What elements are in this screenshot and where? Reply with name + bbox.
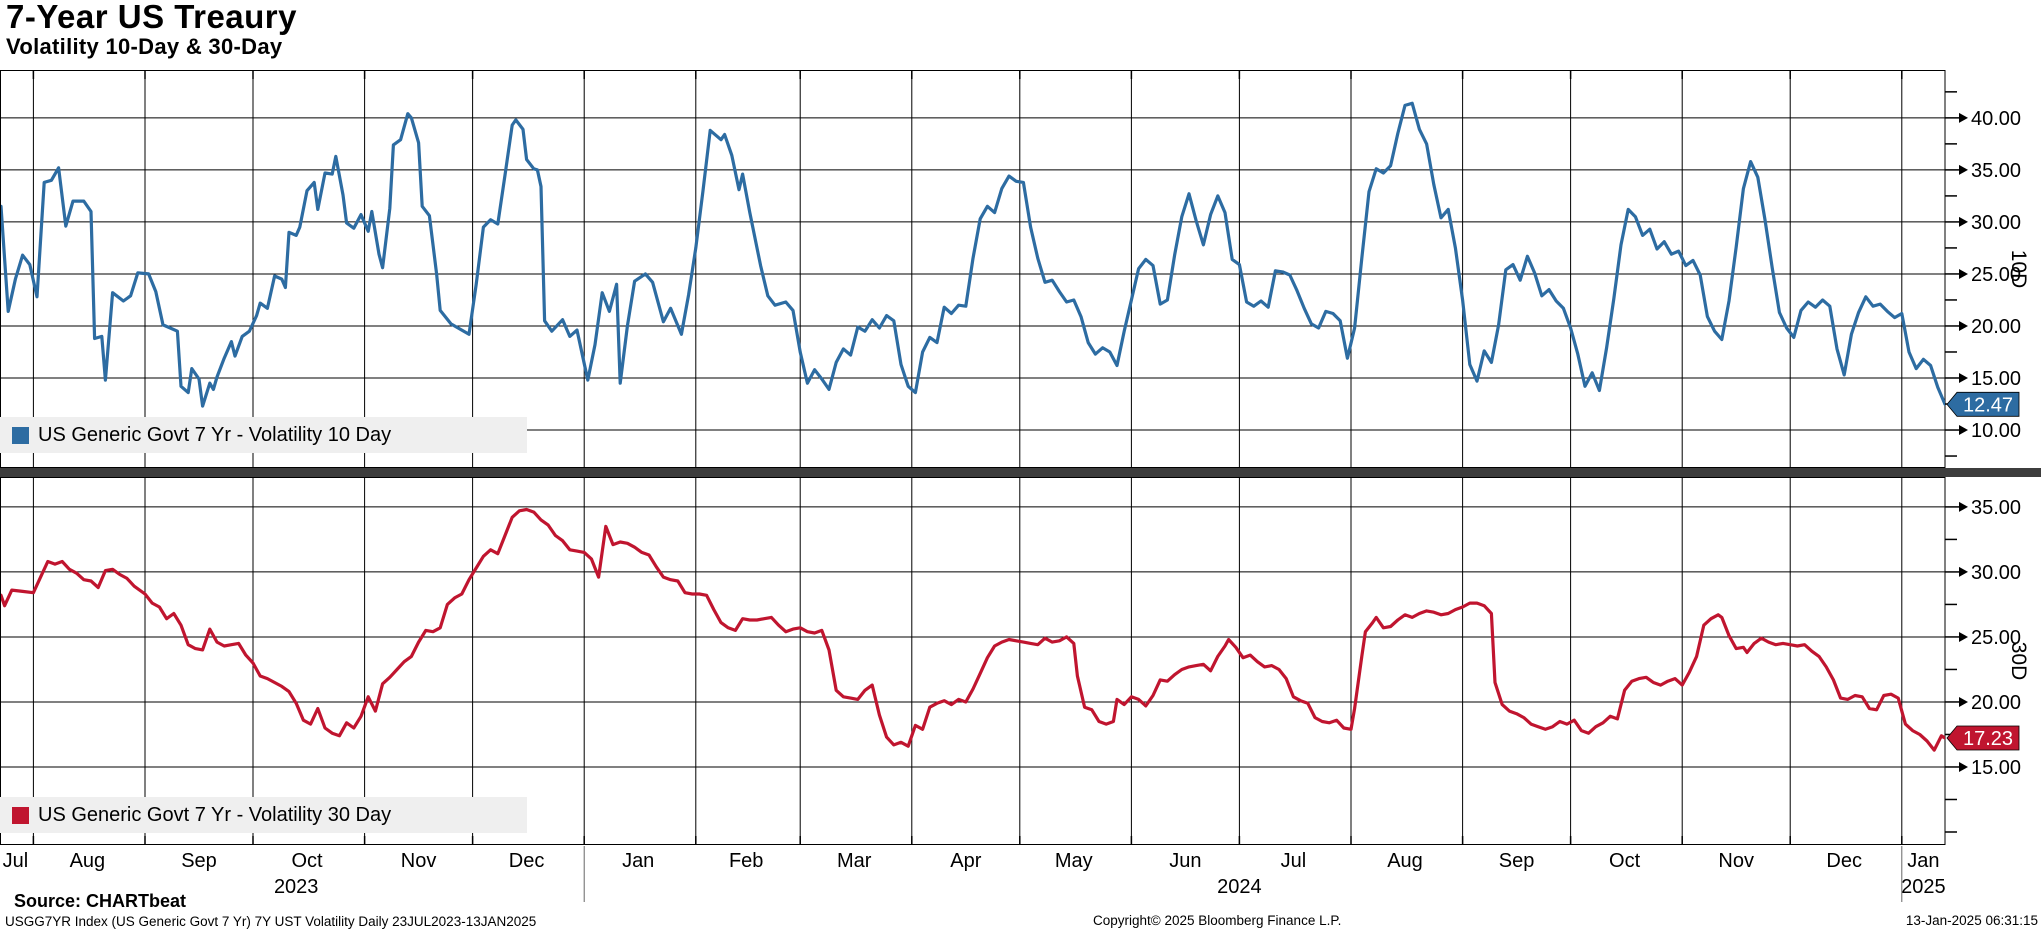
month-label: Jan [1907, 850, 1939, 872]
y-tick-arrow-icon [1959, 268, 1968, 279]
value-badge-shape [1946, 391, 2020, 417]
y-axis-10d: 10.00 15.00 20.00 25.00 30.00 35.00 40.00 [1945, 91, 2021, 457]
month-label: Jan [622, 850, 654, 872]
panel-border [0, 70, 1946, 468]
year-label: 2024 [1217, 876, 1262, 898]
year-label: 2025 [1901, 876, 1946, 898]
y-tick-label: 35.00 [1971, 160, 2021, 182]
y-tick-arrow-icon [1959, 216, 1968, 227]
y-tick-arrow-icon [1959, 320, 1968, 331]
month-label: Sep [181, 850, 217, 872]
month-label: Dec [1826, 850, 1862, 872]
y-tick-label: 20.00 [1971, 316, 2021, 338]
y-tick-label: 25.00 [1971, 264, 2021, 286]
y-tick-arrow-icon [1959, 566, 1968, 577]
month-label: Jul [3, 850, 29, 872]
y-tick-label: 30.00 [1971, 212, 2021, 234]
y-tick-arrow-icon [1959, 696, 1968, 707]
legend-label-30d: US Generic Govt 7 Yr - Volatility 30 Day [38, 803, 392, 826]
legend-10d: US Generic Govt 7 Yr - Volatility 10 Day [0, 417, 527, 453]
panel-10d: 10.00 15.00 20.00 25.00 30.00 35.00 40.00 10D 12… [0, 70, 2030, 468]
axis-title-10d: 10D [2007, 250, 2030, 289]
month-label: Aug [1387, 850, 1423, 872]
month-label: Sep [1499, 850, 1535, 872]
month-label: Oct [1609, 850, 1641, 872]
month-label: Feb [729, 850, 763, 872]
month-label: Aug [70, 850, 106, 872]
y-tick-arrow-icon [1959, 372, 1968, 383]
timestamp-label: 13-Jan-2025 06:31:15 [1905, 913, 2038, 928]
y-tick-label: 20.00 [1971, 692, 2021, 714]
value-badge-10d: 12.47 [1946, 391, 2020, 417]
axis-title-30d: 30D [2007, 642, 2030, 681]
source-label: Source: CHARTbeat [14, 891, 187, 911]
month-label: Mar [837, 850, 872, 872]
chart-description: USGG7YR Index (US Generic Govt 7 Yr) 7Y … [5, 914, 537, 929]
y-tick-arrow-icon [1959, 501, 1968, 512]
copyright-label: Copyright© 2025 Bloomberg Finance L.P. [1093, 913, 1342, 928]
legend-swatch-30d [12, 806, 29, 824]
y-tick-arrow-icon [1959, 631, 1968, 642]
y-tick-label: 10.00 [1971, 420, 2021, 442]
month-label: Nov [1718, 850, 1754, 872]
y-tick-arrow-icon [1959, 425, 1968, 436]
y-tick-label: 40.00 [1971, 108, 2021, 130]
legend-swatch-10d [12, 426, 29, 444]
legend-label-10d: US Generic Govt 7 Yr - Volatility 10 Day [38, 423, 392, 446]
y-axis-30d: 15.00 20.00 25.00 30.00 35.00 [1945, 497, 2021, 833]
panel-border [0, 477, 1946, 845]
month-label: Jul [1281, 850, 1307, 872]
value-badge-label: 12.47 [1963, 394, 2013, 416]
month-label: Oct [291, 850, 323, 872]
page-subtitle: Volatility 10-Day & 30-Day [6, 34, 283, 59]
series-line-30d [1, 507, 1945, 752]
y-tick-arrow-icon [1959, 761, 1968, 772]
y-tick-label: 35.00 [1971, 497, 2021, 519]
y-tick-label: 15.00 [1971, 368, 2021, 390]
value-badge-shape [1946, 725, 2020, 751]
y-tick-label: 30.00 [1971, 562, 2021, 584]
month-label: Nov [401, 850, 437, 872]
series-line-10d [1, 101, 1945, 408]
legend-30d: US Generic Govt 7 Yr - Volatility 30 Day [0, 797, 527, 833]
y-tick-arrow-icon [1959, 164, 1968, 175]
value-badge-30d: 17.23 [1946, 725, 2020, 751]
y-tick-label: 15.00 [1971, 757, 2021, 779]
y-tick-arrow-icon [1959, 112, 1968, 123]
year-label: 2023 [274, 876, 319, 898]
panel-30d: 15.00 20.00 25.00 30.00 35.00 30D 17.23 [0, 477, 2030, 845]
month-label: May [1055, 850, 1093, 872]
y-tick-label: 25.00 [1971, 627, 2021, 649]
month-label: Apr [950, 850, 981, 872]
month-label: Jun [1169, 850, 1201, 872]
page-title: 7-Year US Treaury [6, 0, 297, 35]
panel-separator [0, 468, 2041, 477]
month-label: Dec [509, 850, 545, 872]
value-badge-label: 17.23 [1963, 728, 2013, 750]
